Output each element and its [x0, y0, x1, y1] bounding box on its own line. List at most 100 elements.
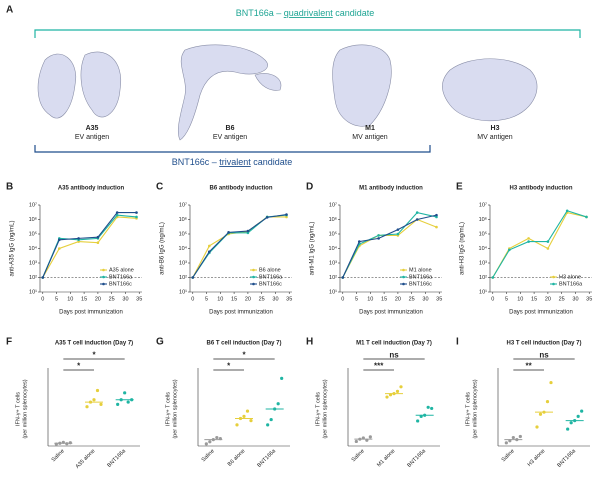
data-point	[507, 248, 511, 252]
y-axis-label: anti-H3 IgG (ng/mL)	[460, 222, 466, 275]
data-point	[341, 276, 345, 279]
legend-label: BNT166a	[109, 274, 133, 280]
data-point	[399, 385, 403, 389]
y-tick-label: 10⁵	[29, 230, 37, 237]
data-point	[546, 240, 550, 243]
data-point	[242, 414, 246, 418]
data-point	[208, 440, 212, 444]
data-point	[396, 228, 400, 231]
panel-letter: D	[306, 182, 313, 193]
top-bracket	[34, 29, 581, 38]
significance-label: *	[77, 362, 81, 371]
x-tick-label: 0	[191, 296, 194, 302]
data-point	[566, 427, 570, 431]
antigen-type: EV antigen	[75, 134, 109, 141]
panel-letter: C	[156, 182, 163, 193]
x-tick-label: 35	[136, 296, 142, 302]
x-tick-label: 10	[517, 296, 523, 302]
chart-title: H3 antibody induction	[510, 186, 573, 192]
data-point	[395, 389, 400, 393]
y-axis-label: IFN-γ+ T cells	[465, 392, 471, 426]
x-tick-label: BNT166a	[406, 448, 427, 469]
data-point	[265, 216, 269, 219]
data-point	[276, 402, 280, 406]
y-axis-label: anti-M1 IgG (ng/mL)	[310, 222, 316, 276]
x-tick-label: 25	[259, 296, 265, 302]
data-point	[538, 412, 543, 416]
data-point	[115, 213, 119, 217]
legend-label: BNT166a	[559, 281, 583, 287]
x-tick-label: Saline	[351, 448, 366, 463]
data-point	[377, 234, 380, 237]
y-tick-label: 10¹	[329, 289, 337, 295]
data-point	[357, 240, 361, 243]
x-tick-label: 25	[109, 296, 115, 302]
data-point	[377, 237, 380, 240]
x-tick-label: 20	[395, 296, 401, 302]
x-tick-label: 0	[341, 296, 344, 302]
x-tick-label: Saline	[501, 448, 516, 463]
data-point	[95, 388, 100, 393]
x-tick-label: Saline	[201, 448, 216, 463]
legend-label: BNT166c	[409, 281, 432, 287]
x-tick-label: 35	[286, 296, 292, 302]
x-tick-label: Saline	[51, 448, 66, 463]
data-point	[549, 380, 553, 385]
x-tick-label: 5	[505, 296, 508, 302]
chart-title: A35 T cell induction (Day 7)	[55, 341, 133, 347]
chart-title: B6 T cell induction (Day 7)	[206, 341, 281, 347]
y-tick-label: 10²	[329, 275, 337, 281]
title-part: candidate	[333, 8, 375, 18]
chart-title: H3 T cell induction (Day 7)	[506, 341, 581, 347]
data-point	[415, 211, 419, 214]
x-tick-label: BNT166a	[556, 448, 577, 469]
data-point	[135, 211, 138, 214]
x-tick-label: 20	[95, 296, 101, 302]
data-point	[435, 213, 438, 217]
x-tick-label: 5	[205, 296, 208, 302]
protein-a35	[37, 51, 122, 119]
data-point	[491, 276, 495, 279]
legend-marker	[402, 275, 405, 279]
data-point	[569, 421, 573, 425]
legend-label: M1 alone	[409, 267, 432, 273]
data-point	[123, 391, 127, 395]
data-point	[426, 405, 430, 409]
data-point	[77, 237, 80, 240]
x-tick-label: 30	[272, 296, 278, 302]
x-tick-label: A35 alone	[75, 448, 97, 470]
data-point	[368, 435, 372, 439]
x-tick-label: 10	[67, 296, 73, 302]
significance-label: *	[242, 351, 246, 360]
y-tick-label: 10⁶	[329, 216, 337, 223]
x-tick-label: 0	[41, 296, 44, 302]
series-line	[42, 212, 137, 278]
chart-title: M1 antibody induction	[359, 186, 423, 192]
x-tick-label: 30	[422, 296, 428, 302]
legend-label: A35 alone	[109, 267, 134, 273]
data-point	[215, 435, 219, 440]
data-point	[99, 402, 103, 406]
x-tick-label: 30	[122, 296, 128, 302]
antigen-name: B6	[226, 125, 235, 132]
panel-letter: E	[456, 182, 463, 193]
x-tick-label: 15	[81, 296, 87, 302]
x-axis-label: Days post immunization	[59, 310, 123, 316]
chart-title: M1 T cell induction (Day 7)	[356, 341, 432, 347]
data-point	[269, 417, 273, 422]
bottom-title: BNT166c – trivalent candidate	[172, 157, 293, 167]
x-tick-label: 0	[491, 296, 494, 302]
y-tick-label: 10¹	[479, 289, 487, 295]
series-line	[342, 218, 437, 278]
panel-letter: H	[306, 337, 313, 348]
series-line	[492, 210, 587, 278]
data-point	[245, 409, 250, 413]
data-point	[235, 423, 239, 427]
x-tick-label: H3 alone	[527, 448, 547, 468]
series-line	[492, 211, 587, 278]
x-tick-label: 15	[531, 296, 537, 302]
legend-label: BNT166c	[259, 281, 282, 287]
panel-letter: F	[6, 337, 12, 348]
data-point	[435, 225, 438, 229]
